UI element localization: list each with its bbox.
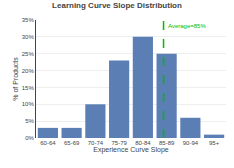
svg-text:35%: 35% <box>22 17 35 23</box>
svg-text:60-64: 60-64 <box>40 140 56 146</box>
svg-text:75-79: 75-79 <box>111 140 127 146</box>
svg-text:95+: 95+ <box>209 140 220 146</box>
svg-text:90-94: 90-94 <box>183 140 199 146</box>
svg-text:20%: 20% <box>22 68 35 74</box>
svg-text:25%: 25% <box>22 51 35 57</box>
svg-text:Learning Curve Slope Distribut: Learning Curve Slope Distribution <box>52 1 182 10</box>
svg-text:15%: 15% <box>22 85 35 91</box>
svg-text:65-69: 65-69 <box>64 140 80 146</box>
svg-text:30%: 30% <box>22 34 35 40</box>
svg-text:% of Products: % of Products <box>12 57 19 101</box>
svg-text:Experience Curve Slope: Experience Curve Slope <box>93 146 169 154</box>
svg-text:Average=85%: Average=85% <box>168 23 206 29</box>
svg-text:0%: 0% <box>25 135 34 141</box>
svg-text:10%: 10% <box>22 101 35 107</box>
svg-text:80-84: 80-84 <box>135 140 151 146</box>
svg-text:85-89: 85-89 <box>159 140 175 146</box>
svg-text:70-74: 70-74 <box>88 140 104 146</box>
svg-text:5%: 5% <box>25 118 34 124</box>
